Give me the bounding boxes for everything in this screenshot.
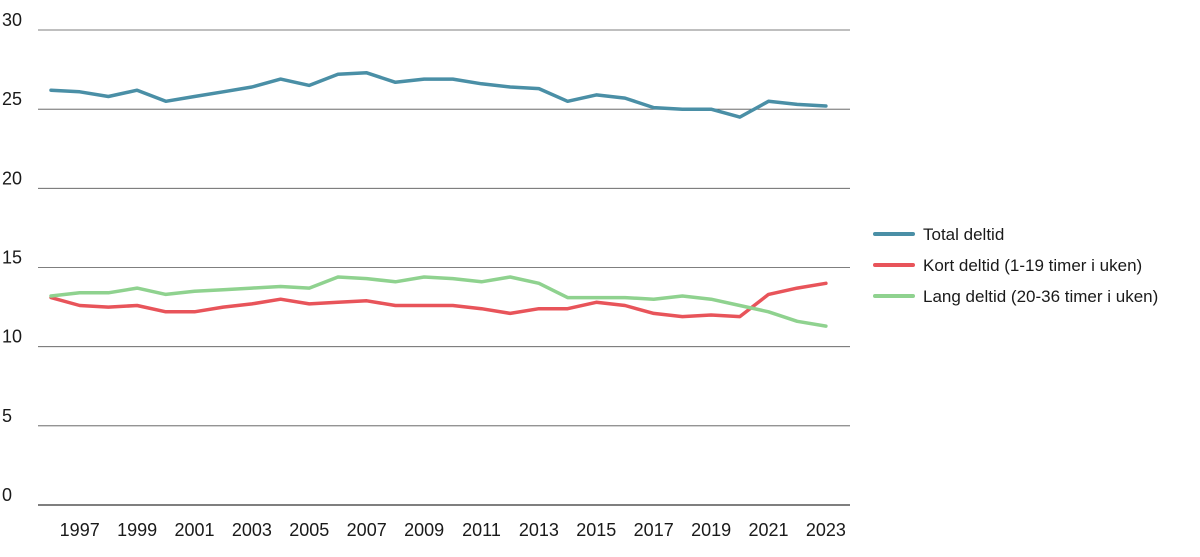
x-tick-label: 2023 — [806, 520, 846, 540]
legend-label-2: Kort deltid (1-19 timer i uken) — [923, 256, 1142, 275]
x-tick-label: 2003 — [232, 520, 272, 540]
x-tick-label: 2017 — [634, 520, 674, 540]
x-tick-label: 1999 — [117, 520, 157, 540]
x-tick-label: 2021 — [748, 520, 788, 540]
x-tick-label: 2019 — [691, 520, 731, 540]
x-tick-label: 2011 — [462, 520, 501, 540]
x-tick-label: 2013 — [519, 520, 559, 540]
y-tick-label: 0 — [2, 485, 12, 505]
x-tick-label: 2015 — [576, 520, 616, 540]
legend: Total deltid Kort deltid (1-19 timer i uk… — [873, 225, 1158, 306]
grid-lines — [38, 29, 850, 506]
y-tick-label: 20 — [2, 168, 22, 188]
y-tick-label: 15 — [2, 248, 22, 268]
y-tick-label: 5 — [2, 406, 12, 426]
series-line-3 — [49, 275, 828, 328]
legend-label-3: Lang deltid (20-36 timer i uken) — [923, 287, 1158, 306]
x-axis-ticks: 1997 1999 2001 2003 2005 2007 2009 2011 2013 2015… — [60, 520, 846, 540]
y-tick-label: 30 — [2, 10, 22, 30]
x-tick-label: 2005 — [289, 520, 329, 540]
x-tick-label: 2007 — [347, 520, 387, 540]
x-tick-label: 2001 — [174, 520, 214, 540]
legend-label-1: Total deltid — [923, 225, 1004, 244]
series-lines — [49, 71, 828, 328]
series-line-1 — [49, 71, 828, 119]
x-tick-label: 1997 — [60, 520, 100, 540]
series-line-2 — [49, 281, 828, 319]
y-tick-label: 25 — [2, 89, 22, 109]
y-axis-ticks: 0 5 10 15 20 25 30 — [2, 10, 22, 505]
x-tick-label: 2009 — [404, 520, 444, 540]
y-tick-label: 10 — [2, 327, 22, 347]
